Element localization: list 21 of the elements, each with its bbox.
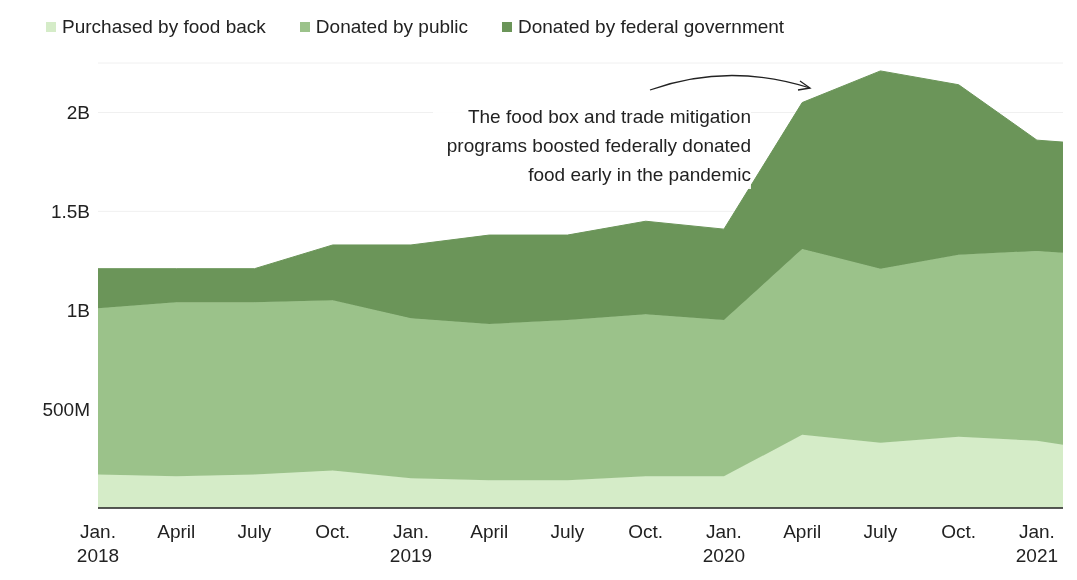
x-tick-label: Jan. 2019 — [389, 521, 433, 566]
x-tick-label: Oct. — [628, 521, 664, 542]
legend-label: Donated by federal government — [517, 16, 785, 38]
x-tick-label: July — [863, 521, 898, 542]
x-tick-label: Jan. 2018 — [76, 521, 120, 566]
x-tick-label: April — [157, 521, 196, 542]
x-tick-label: Oct. — [941, 521, 977, 542]
x-tick-label: Oct. — [315, 521, 351, 542]
x-tick-label: April — [783, 521, 822, 542]
x-tick-label: July — [237, 521, 272, 542]
y-tick-label: 1B — [66, 299, 90, 321]
y-tick-label: 1.5B — [50, 201, 90, 223]
x-tick-label: Jan. 2020 — [702, 521, 746, 566]
x-tick-label: April — [470, 521, 509, 542]
y-tick-label: 500M — [42, 398, 90, 420]
y-tick-label: 2B — [66, 102, 90, 124]
legend-label: Purchased by food back — [62, 16, 266, 38]
x-tick-label: Jan. 2021 — [1015, 521, 1059, 566]
legend-label: Donated by public — [315, 16, 468, 38]
annotation: The food box and trade mitigation programs boosted federally donated food early in the pandemic — [433, 102, 751, 189]
x-tick-label: July — [550, 521, 585, 542]
